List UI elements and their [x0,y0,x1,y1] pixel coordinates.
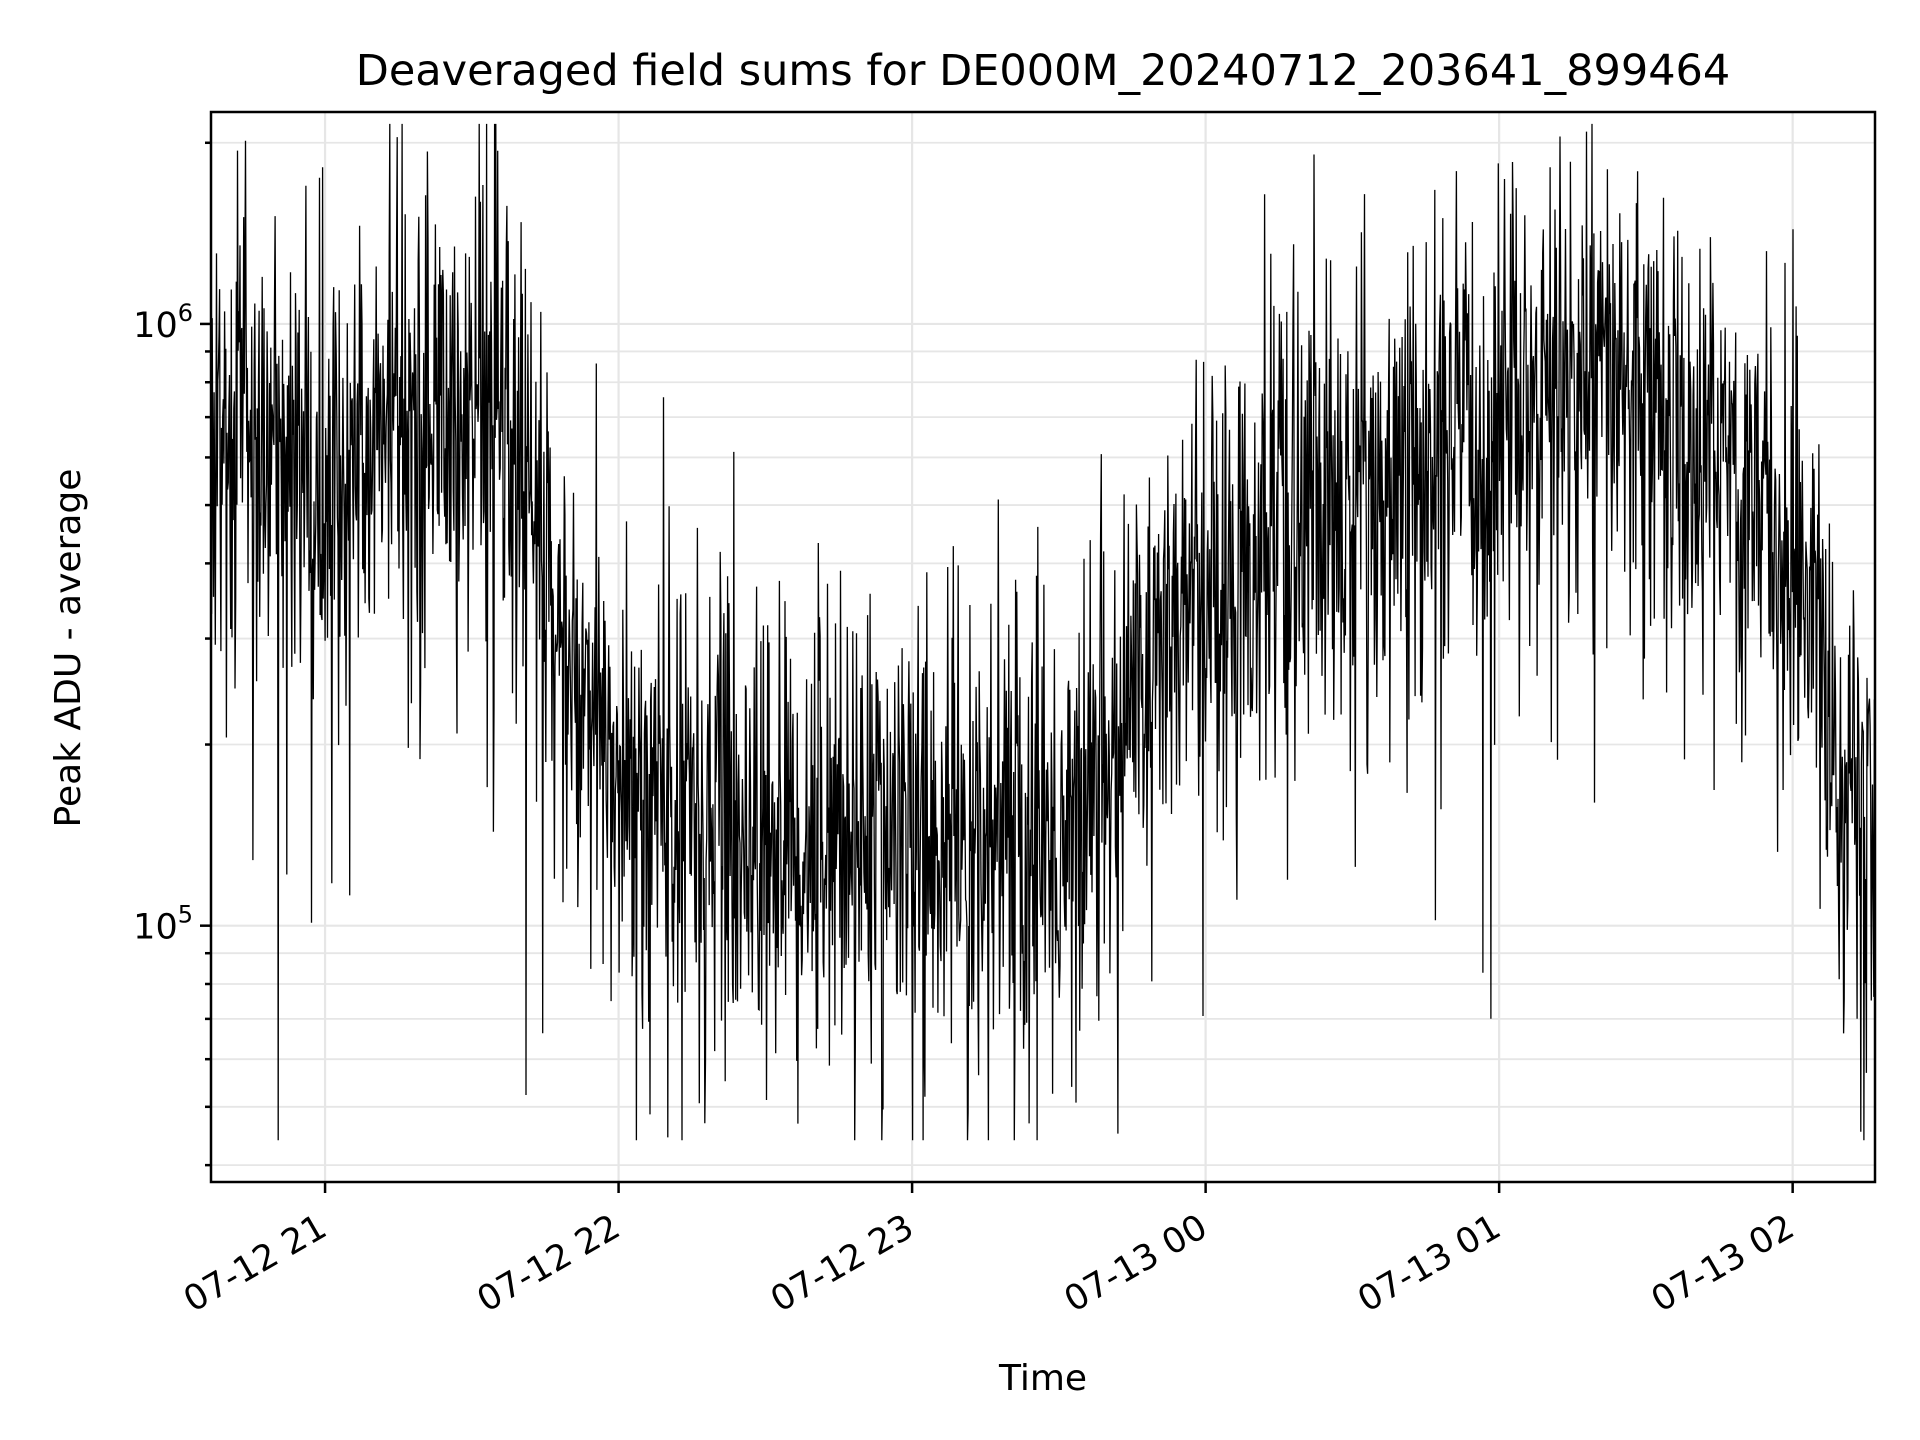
x-tick-label: 07-13 02 [1645,1207,1801,1320]
x-tick-label: 07-13 00 [1058,1207,1214,1320]
x-axis-label: Time [998,1358,1087,1399]
x-tick-label: 07-12 23 [764,1207,920,1320]
y-tick-label: 105 [133,901,193,948]
y-tick-label-exponent: 5 [178,901,193,929]
chart-title: Deaveraged field sums for DE000M_2024071… [356,46,1731,96]
series-layer [210,123,1876,1141]
y-tick-label-base: 10 [133,908,178,948]
y-axis-label: Peak ADU - average [48,469,89,828]
y-tick-label-exponent: 6 [178,299,193,327]
y-tick-label-base: 10 [133,306,178,346]
x-tick-label: 07-13 01 [1351,1207,1507,1320]
y-tick-label: 106 [133,299,193,346]
x-tick-label: 07-12 21 [177,1207,333,1320]
series-line [210,123,1876,1141]
grid-layer [211,112,1875,1182]
plot-frame [209,110,1877,1184]
x-tick-label: 07-12 22 [471,1207,627,1320]
